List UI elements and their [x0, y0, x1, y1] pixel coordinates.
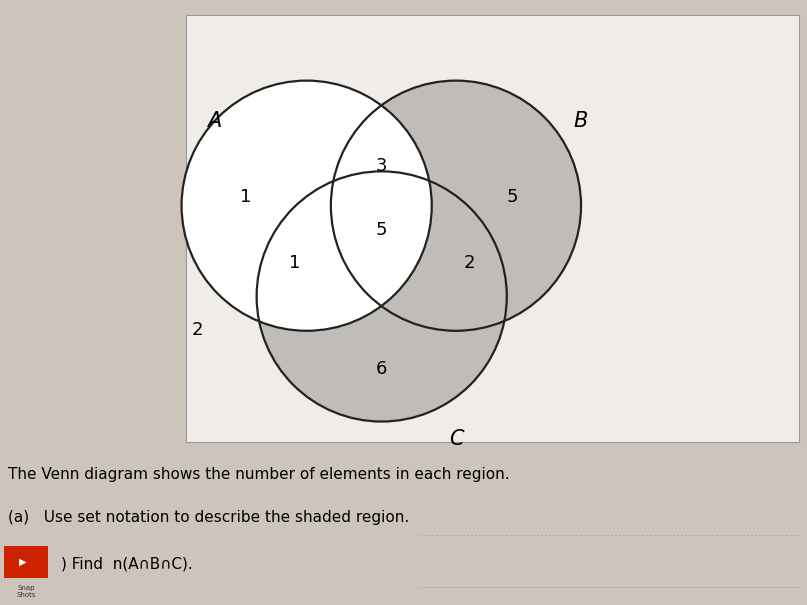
Text: The Venn diagram shows the number of elements in each region.: The Venn diagram shows the number of ele…	[8, 468, 510, 482]
Text: ▶: ▶	[19, 557, 27, 566]
Text: 5: 5	[507, 188, 518, 206]
Text: 2: 2	[192, 321, 203, 339]
Bar	[186, 15, 799, 442]
Text: 2: 2	[464, 254, 475, 272]
Text: B: B	[574, 111, 588, 131]
Text: 1: 1	[289, 254, 300, 272]
Ellipse shape	[257, 171, 507, 422]
Text: 3: 3	[376, 157, 387, 175]
Text: ) Find  n(A∩B∩C).: ) Find n(A∩B∩C).	[61, 557, 192, 571]
Text: (a)   Use set notation to describe the shaded region.: (a) Use set notation to describe the sha…	[8, 510, 409, 525]
Ellipse shape	[182, 80, 432, 331]
Ellipse shape	[331, 80, 581, 331]
Text: A: A	[207, 111, 221, 131]
Bar	[4, 546, 48, 578]
Text: 5: 5	[376, 221, 387, 239]
Text: 6: 6	[376, 360, 387, 378]
Text: C: C	[449, 428, 463, 449]
Text: 1: 1	[240, 188, 252, 206]
Text: Snap
Shots: Snap Shots	[16, 585, 36, 598]
